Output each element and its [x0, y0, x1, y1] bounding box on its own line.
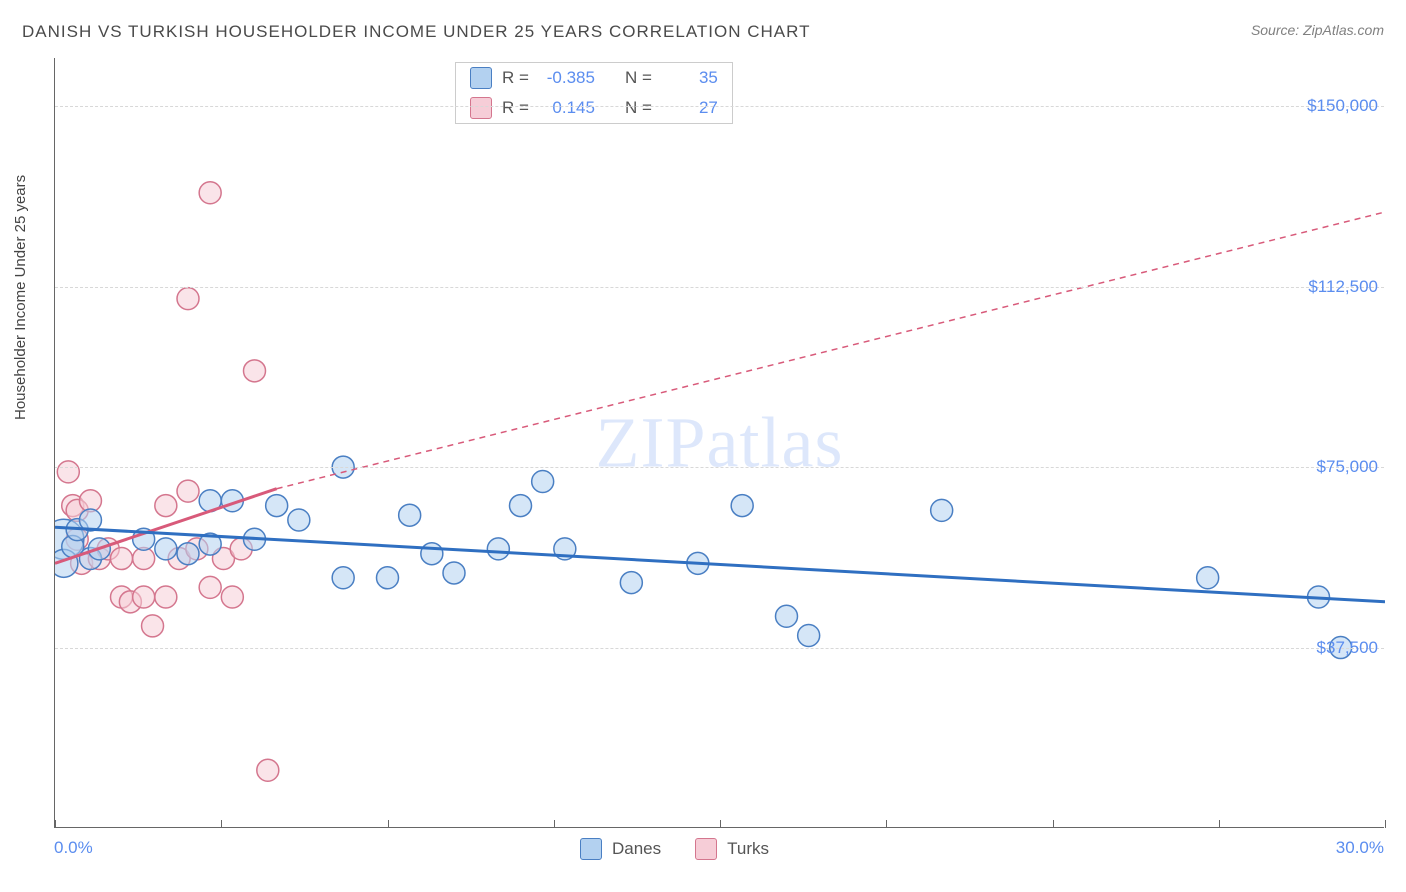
scatter-point-danes — [266, 495, 288, 517]
scatter-point-danes — [399, 504, 421, 526]
legend-row-turks: R = 0.145 N = 27 — [456, 93, 732, 123]
chart-title: DANISH VS TURKISH HOUSEHOLDER INCOME UND… — [22, 22, 811, 42]
scatter-point-turks — [177, 288, 199, 310]
scatter-point-danes — [332, 567, 354, 589]
legend-row-danes: R = -0.385 N = 35 — [456, 63, 732, 93]
y-tick-label: $37,500 — [1317, 638, 1378, 658]
gridline — [55, 648, 1384, 649]
series-legend: Danes Turks — [580, 838, 769, 860]
y-tick-label: $112,500 — [1308, 277, 1378, 297]
gridline — [55, 106, 1384, 107]
trend-line-turks-dashed — [277, 212, 1385, 489]
x-axis-max: 30.0% — [1336, 838, 1384, 858]
r-label: R = — [502, 98, 529, 118]
r-value-turks: 0.145 — [539, 98, 595, 118]
gridline — [55, 287, 1384, 288]
swatch-pink-icon — [695, 838, 717, 860]
scatter-point-danes — [155, 538, 177, 560]
x-tick-mark — [554, 820, 555, 828]
scatter-point-turks — [244, 360, 266, 382]
scatter-point-danes — [510, 495, 532, 517]
scatter-point-turks — [142, 615, 164, 637]
scatter-point-turks — [257, 759, 279, 781]
n-value-turks: 27 — [662, 98, 718, 118]
swatch-pink-icon — [470, 97, 492, 119]
scatter-point-danes — [731, 495, 753, 517]
n-value-danes: 35 — [662, 68, 718, 88]
x-tick-mark — [886, 820, 887, 828]
scatter-point-danes — [798, 625, 820, 647]
scatter-point-danes — [620, 572, 642, 594]
scatter-point-danes — [532, 471, 554, 493]
scatter-point-turks — [177, 480, 199, 502]
scatter-point-danes — [1197, 567, 1219, 589]
scatter-point-turks — [221, 586, 243, 608]
scatter-point-danes — [776, 605, 798, 627]
x-tick-mark — [1385, 820, 1386, 828]
scatter-point-danes — [288, 509, 310, 531]
legend-label-danes: Danes — [612, 839, 661, 859]
correlation-legend: R = -0.385 N = 35 R = 0.145 N = 27 — [455, 62, 733, 124]
x-axis-min: 0.0% — [54, 838, 93, 858]
scatter-point-turks — [155, 495, 177, 517]
scatter-point-danes — [377, 567, 399, 589]
x-tick-mark — [388, 820, 389, 828]
scatter-point-danes — [443, 562, 465, 584]
trend-line-danes — [55, 527, 1385, 602]
scatter-point-turks — [199, 182, 221, 204]
n-label: N = — [625, 68, 652, 88]
scatter-point-danes — [421, 543, 443, 565]
r-label: R = — [502, 68, 529, 88]
scatter-point-danes — [487, 538, 509, 560]
x-tick-mark — [720, 820, 721, 828]
x-tick-mark — [1219, 820, 1220, 828]
legend-label-turks: Turks — [727, 839, 769, 859]
scatter-point-danes — [177, 543, 199, 565]
scatter-point-turks — [57, 461, 79, 483]
plot-area: ZIPatlas R = -0.385 N = 35 R = 0.145 N =… — [54, 58, 1384, 828]
scatter-point-turks — [199, 576, 221, 598]
y-tick-label: $150,000 — [1307, 96, 1378, 116]
x-tick-mark — [1053, 820, 1054, 828]
n-label: N = — [625, 98, 652, 118]
scatter-point-turks — [155, 586, 177, 608]
chart-svg — [55, 58, 1385, 828]
gridline — [55, 467, 1384, 468]
source-attribution: Source: ZipAtlas.com — [1251, 22, 1384, 38]
x-tick-mark — [221, 820, 222, 828]
x-tick-mark — [55, 820, 56, 828]
swatch-blue-icon — [470, 67, 492, 89]
swatch-blue-icon — [580, 838, 602, 860]
scatter-point-turks — [133, 586, 155, 608]
r-value-danes: -0.385 — [539, 68, 595, 88]
scatter-point-turks — [111, 548, 133, 570]
y-tick-label: $75,000 — [1317, 457, 1378, 477]
scatter-point-danes — [931, 499, 953, 521]
y-axis-label: Householder Income Under 25 years — [12, 175, 29, 420]
